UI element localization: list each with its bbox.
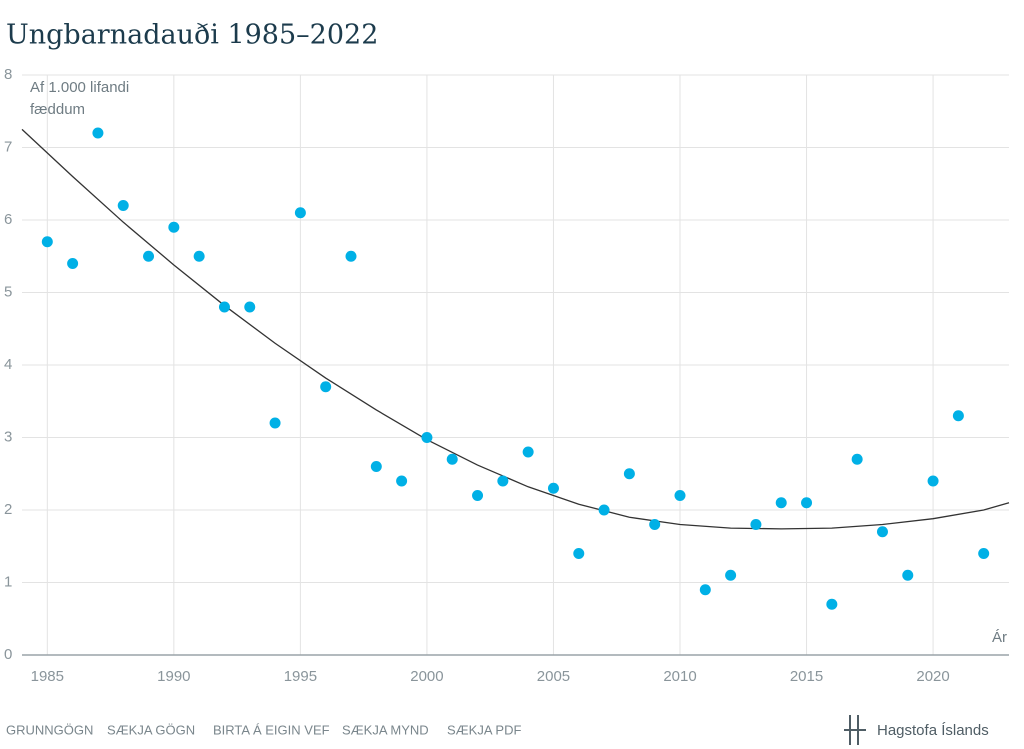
- y-axis-label: Af 1.000 lifandi: [30, 79, 129, 96]
- x-tick-label: 2020: [916, 668, 949, 685]
- y-tick-label: 3: [4, 428, 12, 445]
- x-tick-label: 1990: [157, 668, 190, 685]
- data-point: [67, 258, 79, 269]
- data-point: [421, 432, 433, 443]
- logo: [844, 715, 866, 745]
- grid: 0 1 2 3 4 5 6 7 8 1985 1990 1995 2000 2005 2010 2015 202…: [4, 66, 1009, 685]
- data-point: [927, 475, 939, 487]
- data-point: [775, 497, 787, 509]
- footer-link[interactable]: SÆKJA MYND: [342, 722, 429, 737]
- data-point: [472, 490, 484, 501]
- data-point: [851, 453, 863, 465]
- plot: [21, 127, 1010, 610]
- data-point: [674, 490, 686, 501]
- footer: Hagstofa Íslands GRUNNGÖGN SÆKJA GÖGN BIRT…: [6, 715, 989, 745]
- y-tick-label: 5: [4, 283, 12, 300]
- data-point: [876, 526, 888, 538]
- data-point: [117, 200, 129, 211]
- y-tick-label: 2: [4, 501, 12, 518]
- x-tick-label: 2005: [537, 668, 570, 685]
- trend-line: [21, 128, 1010, 530]
- data-point: [294, 207, 306, 219]
- data-point: [699, 584, 711, 596]
- footer-link[interactable]: BIRTA Á EIGIN VEF: [213, 722, 330, 737]
- data-point: [497, 475, 509, 487]
- y-axis-label: fæddum: [30, 101, 85, 118]
- y-tick-label: 1: [4, 573, 12, 590]
- data-point: [902, 569, 914, 581]
- logo-text: Hagstofa Íslands: [877, 722, 989, 739]
- y-tick-label: 8: [4, 66, 12, 83]
- x-tick-label: 2015: [790, 668, 823, 685]
- data-point: [41, 236, 53, 248]
- y-tick-label: 7: [4, 138, 12, 155]
- data-point: [750, 519, 762, 530]
- data-point: [143, 250, 155, 262]
- data-point: [547, 482, 559, 494]
- y-tick-label: 6: [4, 211, 12, 228]
- y-tick-label: 0: [4, 646, 12, 663]
- chart-title: Ungbarnadauði 1985–2022: [6, 20, 378, 51]
- footer-link[interactable]: GRUNNGÖGN: [6, 722, 93, 737]
- data-point: [623, 468, 635, 480]
- x-tick-label: 2000: [410, 668, 443, 685]
- x-tick-label: 1985: [31, 668, 64, 685]
- data-point: [168, 221, 180, 233]
- x-axis-label: Ár: [992, 629, 1007, 646]
- x-tick-label: 1995: [284, 668, 317, 685]
- data-point: [649, 519, 661, 530]
- data-point: [573, 548, 585, 559]
- data-point: [370, 461, 382, 472]
- data-point: [952, 410, 964, 422]
- y-tick-label: 4: [4, 356, 12, 373]
- data-point: [244, 301, 256, 313]
- data-point: [92, 127, 104, 139]
- data-point: [598, 504, 610, 516]
- data-point: [320, 381, 332, 393]
- data-point: [396, 475, 408, 487]
- data-point: [522, 446, 534, 458]
- data-point: [801, 497, 813, 509]
- data-point: [978, 548, 990, 559]
- data-point: [826, 598, 838, 610]
- footer-link[interactable]: SÆKJA GÖGN: [107, 722, 195, 737]
- data-point: [345, 250, 357, 262]
- x-tick-label: 2010: [663, 668, 696, 685]
- data-point: [446, 453, 458, 465]
- footer-link[interactable]: SÆKJA PDF: [447, 722, 521, 737]
- data-point: [725, 569, 737, 581]
- data-point: [269, 417, 281, 429]
- data-point: [218, 301, 230, 313]
- data-point: [193, 250, 205, 262]
